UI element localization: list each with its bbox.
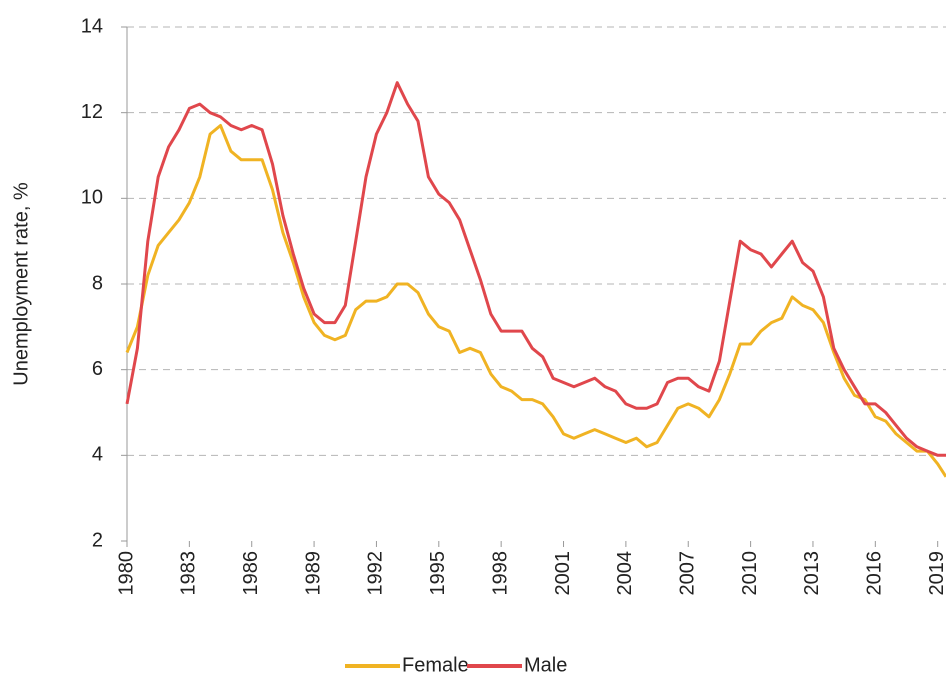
y-tick-label: 14 <box>81 15 103 37</box>
y-tick-label: 12 <box>81 101 103 123</box>
x-tick-label: 1986 <box>240 551 262 596</box>
x-tick-label: 1998 <box>489 551 511 596</box>
x-tick-label: 2001 <box>552 551 574 596</box>
x-tick-label: 2016 <box>864 551 886 596</box>
x-tick-label: 2019 <box>926 551 946 596</box>
y-axis-label: Unemployment rate, % <box>10 182 32 386</box>
x-tick-label: 1983 <box>178 551 200 596</box>
x-tick-label: 1980 <box>115 551 137 596</box>
y-tick-label: 4 <box>92 444 103 466</box>
y-tick-label: 10 <box>81 187 103 209</box>
x-tick-label: 1995 <box>427 551 449 596</box>
legend-label: Female <box>402 654 469 676</box>
x-tick-label: 2013 <box>801 551 823 596</box>
x-tick-label: 2010 <box>739 551 761 596</box>
y-tick-label: 2 <box>92 529 103 551</box>
series-line <box>125 124 946 478</box>
series-line <box>125 81 946 457</box>
x-tick-label: 2004 <box>614 551 636 596</box>
y-tick-label: 8 <box>92 272 103 294</box>
x-tick-label: 1992 <box>365 551 387 596</box>
x-tick-label: 2007 <box>677 551 699 596</box>
x-tick-label: 1989 <box>302 551 324 596</box>
y-tick-label: 6 <box>92 358 103 380</box>
legend-label: Male <box>524 654 567 676</box>
